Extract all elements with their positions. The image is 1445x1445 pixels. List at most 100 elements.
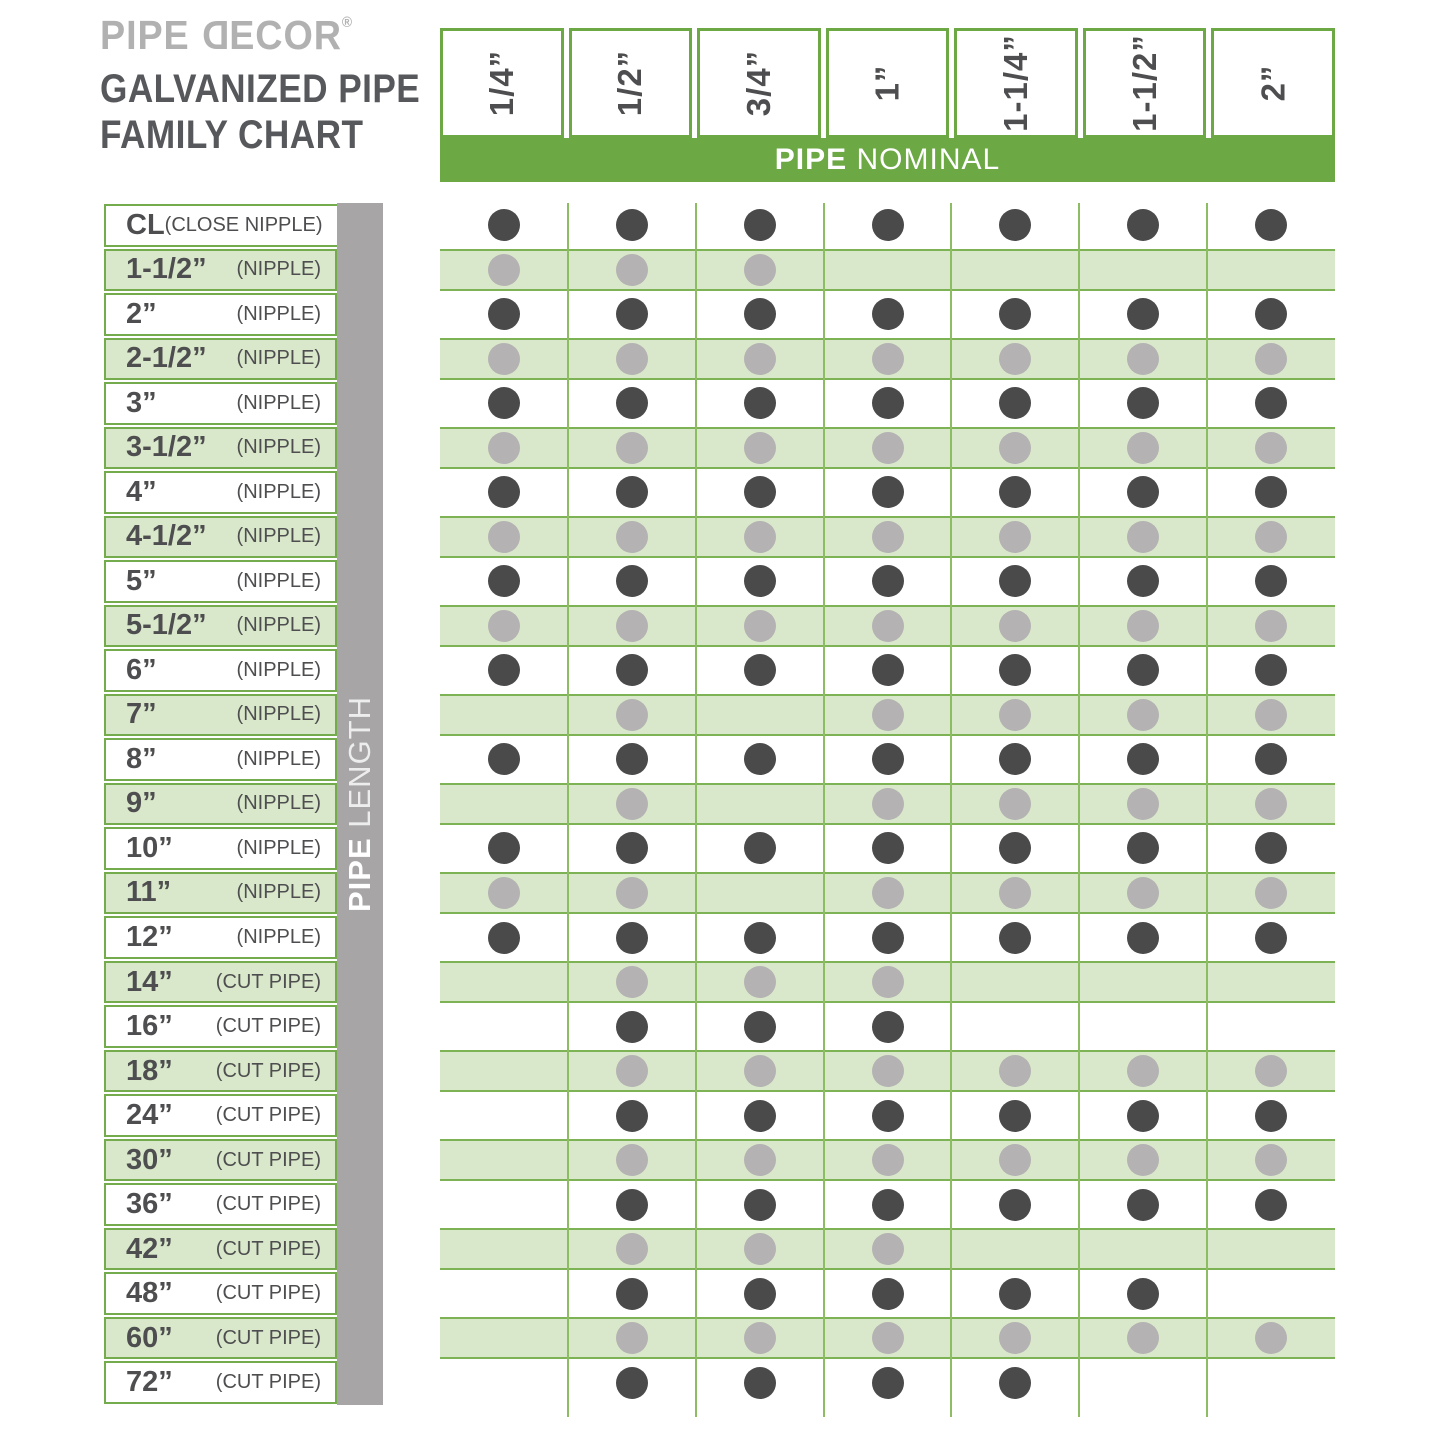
availability-dot: [999, 876, 1032, 909]
availability-dot: [743, 1366, 776, 1399]
matrix-cell: [951, 203, 1079, 248]
availability-dot: [1127, 698, 1160, 731]
row-label: 8” (NIPPLE): [104, 737, 337, 782]
availability-dot: [1255, 1322, 1288, 1355]
matrix-cell: [1207, 648, 1335, 693]
matrix-cell: [568, 648, 696, 693]
matrix-row: [440, 871, 1335, 916]
matrix-row: [440, 826, 1335, 871]
matrix-cell: [568, 960, 696, 1005]
matrix-cell: [568, 693, 696, 738]
matrix-cell: [440, 292, 568, 337]
availability-dot: [615, 1188, 648, 1221]
matrix-cell: [440, 1093, 568, 1138]
availability-dot: [999, 387, 1032, 420]
matrix-cell: [824, 381, 952, 426]
availability-dot: [487, 654, 520, 687]
row-length-label: 36”: [126, 1188, 173, 1221]
matrix-cell: [1207, 782, 1335, 827]
matrix-cell: [1079, 604, 1207, 649]
availability-dot: [999, 431, 1032, 464]
row-type-label: (CUT PIPE): [215, 1193, 321, 1216]
matrix-cell: [568, 604, 696, 649]
matrix-cell: [824, 426, 952, 471]
matrix-cell: [1079, 1316, 1207, 1361]
row-type-label: (CUT PIPE): [215, 1237, 321, 1260]
availability-dot: [871, 476, 904, 509]
availability-dot: [743, 609, 776, 642]
row-type-label: (NIPPLE): [236, 747, 321, 770]
row-type-label: (NIPPLE): [236, 302, 321, 325]
matrix-cell: [440, 337, 568, 382]
matrix-cell: [951, 1138, 1079, 1183]
availability-dot: [871, 1277, 904, 1310]
availability-dot: [1127, 921, 1160, 954]
column-grid-line: [694, 203, 697, 1417]
row-length-label: 60”: [126, 1321, 173, 1354]
matrix-cell: [1079, 1360, 1207, 1405]
matrix-cell: [1207, 693, 1335, 738]
row-label-box: 7” (NIPPLE): [104, 693, 337, 737]
pipe-length-bar: PIPE LENGTH: [337, 203, 383, 1405]
row-type-label: (NIPPLE): [236, 391, 321, 414]
title-line-2: FAMILY CHART: [100, 113, 364, 157]
matrix-cell: [951, 1182, 1079, 1227]
availability-dot: [487, 476, 520, 509]
matrix-cell: [1207, 470, 1335, 515]
matrix-cell: [696, 826, 824, 871]
matrix-cell: [1079, 648, 1207, 693]
availability-dot: [743, 253, 776, 286]
availability-dot: [615, 476, 648, 509]
availability-dot: [743, 1188, 776, 1221]
availability-dot: [871, 342, 904, 375]
matrix-cell: [1079, 960, 1207, 1005]
availability-dot: [999, 1055, 1032, 1088]
row-type-label: (NIPPLE): [236, 881, 321, 904]
row-length-label: 48”: [126, 1277, 173, 1310]
matrix-cell: [440, 203, 568, 248]
pipe-length-rest: LENGTH: [342, 695, 378, 838]
availability-dot: [743, 431, 776, 464]
matrix-cell: [824, 1004, 952, 1049]
availability-dot: [487, 520, 520, 553]
row-type-label: (NIPPLE): [236, 347, 321, 370]
matrix-row: [440, 559, 1335, 604]
row-label-box: 4” (NIPPLE): [104, 471, 337, 514]
availability-dot: [1255, 476, 1288, 509]
availability-dot: [1255, 1188, 1288, 1221]
matrix-cell: [1207, 1138, 1335, 1183]
availability-dot: [1127, 520, 1160, 553]
matrix-cell: [440, 426, 568, 471]
row-length-label: 7”: [126, 698, 157, 731]
matrix-cell: [568, 559, 696, 604]
availability-dot: [871, 520, 904, 553]
row-type-label: (NIPPLE): [236, 258, 321, 281]
row-label-box: 18” (CUT PIPE): [104, 1049, 337, 1093]
matrix-cell: [1079, 515, 1207, 560]
matrix-cell: [1207, 203, 1335, 248]
matrix-cell: [951, 782, 1079, 827]
availability-dot: [615, 832, 648, 865]
matrix-cell: [824, 1227, 952, 1272]
availability-dot: [1127, 431, 1160, 464]
availability-dot: [487, 431, 520, 464]
matrix-cell: [951, 426, 1079, 471]
matrix-row: [440, 737, 1335, 782]
matrix-cell: [568, 1049, 696, 1094]
row-length-label: 16”: [126, 1010, 173, 1043]
row-label-box: CL (CLOSE NIPPLE): [104, 204, 339, 247]
availability-dot: [1255, 787, 1288, 820]
row-length-label: 5”: [126, 564, 157, 597]
matrix-cell: [951, 693, 1079, 738]
column-header-cell-3: 3/4”: [697, 28, 821, 138]
column-header-label: 1/4”: [482, 49, 520, 117]
matrix-cell: [951, 470, 1079, 515]
matrix-cell: [696, 337, 824, 382]
availability-dot: [999, 298, 1032, 331]
availability-dot: [999, 1322, 1032, 1355]
matrix-cell: [951, 737, 1079, 782]
matrix-cell: [824, 782, 952, 827]
column-header-label: 3/4”: [739, 49, 777, 117]
availability-dot: [487, 387, 520, 420]
matrix-cell: [1079, 737, 1207, 782]
